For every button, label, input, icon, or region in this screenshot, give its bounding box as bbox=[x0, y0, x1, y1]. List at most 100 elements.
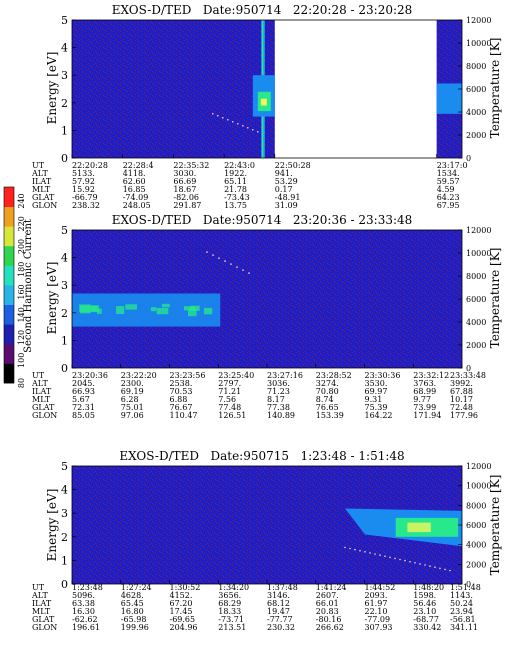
info-cell: 23:25:40 bbox=[218, 371, 254, 380]
y-right-tick-label: 2000 bbox=[466, 560, 486, 569]
panel-3-ylabel-right: Temperature [K] bbox=[488, 475, 502, 576]
info-cell: 213.51 bbox=[218, 623, 246, 632]
info-cell: 77.38 bbox=[267, 403, 290, 412]
info-cell: 76.67 bbox=[170, 403, 193, 412]
info-cell: 22.10 bbox=[365, 607, 388, 616]
colorbar-tick-label: 100 bbox=[17, 353, 26, 368]
panel-3-plot: 0 1 2 3 4 5 0 2000 4000 6000 8000 10000 12000 bbox=[61, 460, 491, 591]
info-cell: 126.51 bbox=[218, 411, 246, 420]
info-cell: 65.45 bbox=[121, 599, 144, 608]
y-tick-label: 0 bbox=[61, 152, 68, 165]
y-right-tick-label: 4000 bbox=[466, 318, 486, 327]
colorbar-segment bbox=[4, 245, 14, 266]
colorbar-segment bbox=[4, 343, 14, 364]
temperature-trace-point bbox=[399, 558, 401, 561]
y-right-tick-label: 4000 bbox=[466, 541, 486, 550]
temperature-trace-point bbox=[374, 553, 376, 555]
temperature-trace-point bbox=[359, 549, 361, 552]
info-cell: 31.09 bbox=[275, 201, 298, 210]
info-row-label: UT bbox=[32, 161, 45, 170]
temperature-trace-point bbox=[389, 556, 391, 559]
temperature-trace-point bbox=[439, 567, 441, 570]
temperature-trace-point bbox=[217, 115, 219, 117]
heatmap-band-core bbox=[203, 307, 213, 315]
info-cell: 230.32 bbox=[267, 623, 295, 632]
info-row-label: ALT bbox=[31, 169, 48, 178]
info-cell: 66.93 bbox=[72, 387, 95, 396]
temperature-trace-point bbox=[242, 125, 244, 127]
info-cell: 67.95 bbox=[437, 201, 460, 210]
info-cell: 23.94 bbox=[450, 607, 473, 616]
info-cell: 23:17:0 bbox=[437, 161, 468, 170]
info-cell: -73.43 bbox=[224, 193, 250, 202]
panel-1-plot: 0 1 2 3 4 5 0 2000 4000 6000 8000 10000 12000 bbox=[61, 14, 491, 165]
y-right-tick-label: 8000 bbox=[466, 62, 486, 71]
info-cell: 59.57 bbox=[437, 177, 460, 186]
heatmap-band-core bbox=[116, 306, 125, 314]
info-cell: 5.67 bbox=[72, 395, 90, 404]
info-row-label: ILAT bbox=[32, 599, 52, 608]
colorbar-tick-label: 120 bbox=[17, 330, 26, 345]
info-cell: 72.48 bbox=[450, 403, 473, 412]
info-cell: 2538. bbox=[170, 379, 193, 388]
y-right-tick-label: 0 bbox=[466, 154, 471, 163]
info-cell: 23:30:36 bbox=[365, 371, 401, 380]
info-row-label: ILAT bbox=[32, 177, 52, 186]
info-cell: 3274. bbox=[316, 379, 339, 388]
info-cell: 22:50:28 bbox=[275, 161, 311, 170]
y-tick-label: 2 bbox=[61, 97, 68, 110]
info-cell: 69.19 bbox=[121, 387, 144, 396]
temperature-trace-point bbox=[444, 568, 446, 571]
y-right-tick-label: 10000 bbox=[466, 482, 491, 491]
y-right-tick-label: 0 bbox=[466, 580, 471, 589]
info-cell: 75.01 bbox=[121, 403, 144, 412]
y-tick-label: 1 bbox=[61, 334, 68, 347]
colorbar-scale bbox=[3, 186, 15, 384]
info-cell: 238.32 bbox=[72, 201, 100, 210]
temperature-trace-point bbox=[230, 263, 232, 265]
info-cell: -77.09 bbox=[365, 615, 391, 624]
info-cell: 1922. bbox=[224, 169, 247, 178]
info-cell: 9.31 bbox=[365, 395, 383, 404]
colorbar-segment bbox=[4, 226, 14, 247]
colorbar-tick-labels: 240 220 200 180 160 140 120 100 80 bbox=[17, 193, 26, 388]
y-right-tick-label: 12000 bbox=[466, 226, 491, 235]
info-cell: -48.91 bbox=[275, 193, 301, 202]
heatmap-band-core bbox=[188, 308, 197, 317]
temperature-trace-point bbox=[434, 566, 436, 568]
info-row-label: GLON bbox=[32, 411, 57, 420]
temperature-trace-point bbox=[429, 565, 431, 567]
temperature-trace-point bbox=[227, 119, 229, 121]
info-cell: 10.17 bbox=[450, 395, 473, 404]
info-cell: 9.77 bbox=[413, 395, 431, 404]
info-cell: 4152. bbox=[170, 591, 193, 600]
colorbar-segment bbox=[4, 206, 14, 227]
temperature-trace-point bbox=[212, 254, 214, 256]
y-tick-label: 1 bbox=[61, 124, 68, 137]
info-cell: -62.62 bbox=[72, 615, 98, 624]
heatmap-band-core bbox=[190, 305, 200, 311]
colorbar-tick-label: 220 bbox=[17, 216, 26, 231]
info-cell: 171.94 bbox=[413, 411, 441, 420]
y-right-tick-label: 10000 bbox=[466, 39, 491, 48]
info-cell: 4118. bbox=[123, 169, 146, 178]
info-cell: 77.48 bbox=[218, 403, 241, 412]
info-cell: 3030. bbox=[173, 169, 196, 178]
info-cell: 53.29 bbox=[275, 177, 298, 186]
info-cell: 20.83 bbox=[316, 607, 339, 616]
info-cell: 2797. bbox=[218, 379, 241, 388]
heatmap-band-core bbox=[150, 307, 157, 312]
info-cell: 196.61 bbox=[72, 623, 100, 632]
y-right-tick-label: 12000 bbox=[466, 462, 491, 471]
info-cell: 76.65 bbox=[316, 403, 339, 412]
colorbar: 240 220 200 180 160 140 120 100 80 Second Harmon… bbox=[3, 186, 34, 388]
info-cell: -82.06 bbox=[173, 193, 199, 202]
info-cell: 23:20:36 bbox=[72, 371, 108, 380]
info-cell: 72.31 bbox=[72, 403, 95, 412]
info-cell: 7.56 bbox=[218, 395, 236, 404]
info-row-label: UT bbox=[32, 583, 45, 592]
info-cell: 23:32:12 bbox=[413, 371, 449, 380]
info-cell: 23:23:56 bbox=[170, 371, 206, 380]
info-cell: 1:37:48 bbox=[267, 583, 298, 592]
info-cell: 16.85 bbox=[123, 185, 146, 194]
